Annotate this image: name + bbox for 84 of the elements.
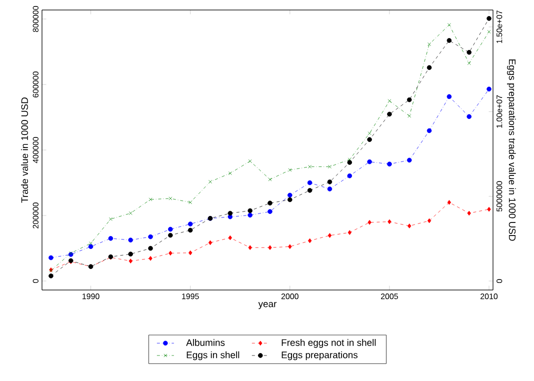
point <box>348 230 352 235</box>
point <box>168 226 173 232</box>
point <box>308 238 312 244</box>
point <box>447 23 451 27</box>
point <box>108 217 112 221</box>
point <box>108 236 114 241</box>
point <box>188 200 192 204</box>
point <box>428 42 432 46</box>
point <box>368 220 372 225</box>
point <box>89 242 93 246</box>
point <box>288 192 292 198</box>
point <box>328 164 332 168</box>
point <box>447 200 452 205</box>
point <box>388 219 392 224</box>
point <box>88 244 94 249</box>
point <box>288 197 292 202</box>
point <box>388 99 392 103</box>
point <box>268 245 272 250</box>
point <box>48 255 54 260</box>
point <box>268 200 272 206</box>
legend-label: Albumins <box>186 338 225 346</box>
point <box>408 114 412 118</box>
point <box>347 173 352 178</box>
point <box>307 180 312 186</box>
point <box>128 238 133 242</box>
point <box>48 274 54 278</box>
point <box>288 168 292 172</box>
point <box>188 250 192 256</box>
point <box>387 112 392 117</box>
point <box>487 206 491 212</box>
y2-axis-title: Eggs preparations trade value in 1000 USD <box>507 59 516 241</box>
point <box>427 218 432 224</box>
point <box>347 160 352 165</box>
point <box>248 245 252 250</box>
point <box>168 232 173 238</box>
point <box>467 61 471 65</box>
point <box>406 158 412 163</box>
point <box>168 196 172 200</box>
point <box>188 222 193 226</box>
point <box>487 30 491 34</box>
point <box>307 188 312 193</box>
y-axis-title: Trade value in 1000 USD <box>21 98 28 203</box>
point <box>327 186 332 192</box>
point <box>408 224 412 228</box>
point <box>248 208 252 214</box>
point <box>348 158 352 162</box>
point <box>466 114 472 119</box>
point <box>406 97 412 102</box>
point <box>308 164 312 168</box>
point <box>128 211 132 215</box>
point <box>228 235 232 240</box>
point <box>466 50 472 55</box>
point <box>128 258 132 264</box>
point <box>148 246 153 251</box>
point <box>168 250 172 256</box>
point <box>128 252 133 256</box>
point <box>248 159 252 163</box>
point <box>327 180 332 184</box>
point <box>188 228 193 233</box>
point <box>426 65 432 70</box>
point <box>228 210 233 216</box>
point <box>446 94 452 100</box>
point <box>467 210 471 216</box>
point <box>486 86 492 92</box>
x-axis-title: year <box>258 302 277 310</box>
point <box>148 256 152 261</box>
point <box>268 209 272 214</box>
legend-label: Eggs preparations <box>282 351 358 360</box>
point <box>248 212 252 218</box>
point <box>486 16 492 21</box>
point <box>367 159 372 164</box>
point <box>208 240 212 246</box>
point <box>426 128 432 134</box>
point <box>367 137 372 142</box>
point <box>368 132 372 136</box>
point <box>148 198 152 202</box>
point <box>446 38 452 43</box>
point <box>328 233 332 238</box>
point <box>288 244 292 249</box>
legend-label: Fresh eggs not in shell <box>282 338 376 348</box>
point <box>228 171 232 175</box>
point <box>148 234 153 240</box>
legend-label: Eggs in shell <box>186 351 240 360</box>
point <box>387 162 392 166</box>
